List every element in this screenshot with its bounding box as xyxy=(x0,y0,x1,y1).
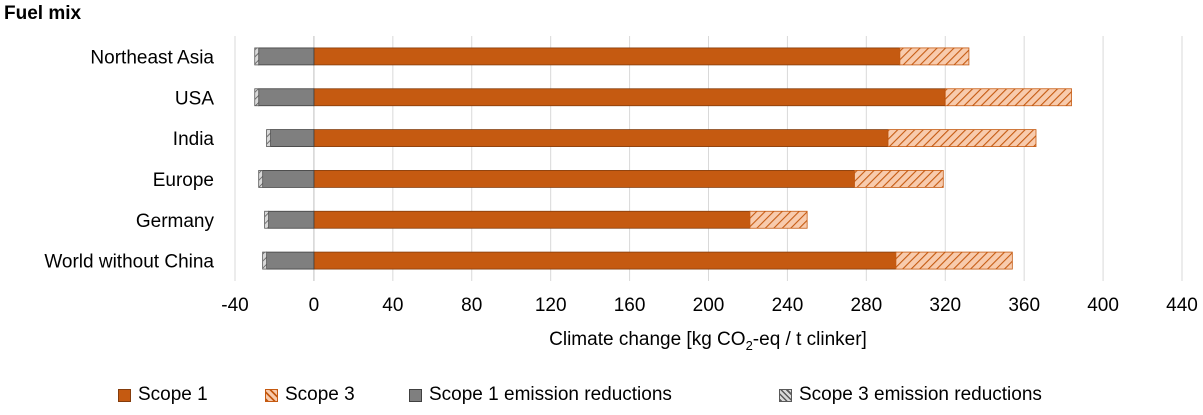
chart-title: Fuel mix xyxy=(4,3,82,24)
legend-item-scope-1-reductions: Scope 1 emission reductions xyxy=(409,384,672,406)
legend-label: Scope 1 emission reductions xyxy=(429,384,672,405)
legend-item-scope-3: Scope 3 xyxy=(265,384,355,406)
bars xyxy=(254,47,1072,270)
bar-scope-3-emission-reductions xyxy=(264,210,269,229)
bar-scope-1 xyxy=(313,210,751,229)
x-tick-label: 80 xyxy=(461,295,482,316)
solid-gray-swatch-icon xyxy=(409,388,422,402)
x-axis-title: Climate change [kg CO2-eq / t clinker] xyxy=(549,329,867,353)
x-tick-label: 0 xyxy=(309,295,320,316)
bar-scope-3-emission-reductions xyxy=(262,251,267,270)
legend-label: Scope 1 xyxy=(138,384,208,405)
bar-scope-1-emission-reductions xyxy=(258,88,315,107)
bar-scope-1 xyxy=(313,47,901,66)
category-label: Germany xyxy=(136,211,215,232)
solid-orange-swatch-icon xyxy=(118,388,131,402)
x-tick-label: 240 xyxy=(772,295,804,316)
bar-scope-3 xyxy=(854,170,944,188)
category-label: Northeast Asia xyxy=(90,47,214,68)
bar-scope-3 xyxy=(895,251,1013,270)
legend-label: Scope 3 xyxy=(285,384,355,405)
legend: Scope 1 Scope 3 Scope 1 emission reducti… xyxy=(0,384,1203,410)
legend-item-scope-1: Scope 1 xyxy=(118,384,208,406)
x-tick-label: 400 xyxy=(1087,295,1119,316)
bar-scope-3-emission-reductions xyxy=(254,47,260,66)
bar-scope-1 xyxy=(313,88,946,107)
bar-scope-3-emission-reductions xyxy=(258,170,264,188)
bar-scope-3-emission-reductions xyxy=(266,129,271,147)
bar-scope-3 xyxy=(944,88,1072,107)
bar-scope-1 xyxy=(313,129,889,147)
x-tick-label: 40 xyxy=(382,295,403,316)
category-label: India xyxy=(173,129,215,150)
hatched-gray-swatch-icon xyxy=(779,388,792,402)
bar-chart: -40 0 40 80 120 160 200 240 280 320 360 400 440 North… xyxy=(44,36,1198,353)
bar-scope-1 xyxy=(313,251,897,270)
x-tick-label: 160 xyxy=(614,295,646,316)
gridlines xyxy=(234,36,1183,281)
bar-scope-3 xyxy=(887,129,1037,147)
bar-scope-1-emission-reductions xyxy=(266,251,315,270)
bar-scope-1 xyxy=(313,170,855,188)
x-tick-label: 200 xyxy=(693,295,725,316)
x-tick-label: -40 xyxy=(221,295,248,316)
bar-scope-1-emission-reductions xyxy=(262,170,315,188)
x-tick-label: 280 xyxy=(850,295,882,316)
x-tick-label: 120 xyxy=(535,295,567,316)
bar-scope-3 xyxy=(749,210,808,229)
category-label: World without China xyxy=(44,252,214,273)
x-tick-label: 440 xyxy=(1166,295,1198,316)
bar-scope-3 xyxy=(899,47,970,66)
x-tick-label: 320 xyxy=(929,295,961,316)
category-label: USA xyxy=(175,88,214,109)
hatched-orange-swatch-icon xyxy=(265,388,278,402)
x-tick-label: 360 xyxy=(1008,295,1040,316)
legend-item-scope-3-reductions: Scope 3 emission reductions xyxy=(779,384,1042,406)
bar-scope-3-emission-reductions xyxy=(254,88,260,107)
category-label: Europe xyxy=(153,170,214,191)
bar-scope-1-emission-reductions xyxy=(258,47,315,66)
labels: -40 0 40 80 120 160 200 240 280 320 360 400 440 North… xyxy=(44,47,1198,353)
bar-scope-1-emission-reductions xyxy=(268,210,315,229)
legend-label: Scope 3 emission reductions xyxy=(799,384,1042,405)
bar-scope-1-emission-reductions xyxy=(270,129,315,147)
